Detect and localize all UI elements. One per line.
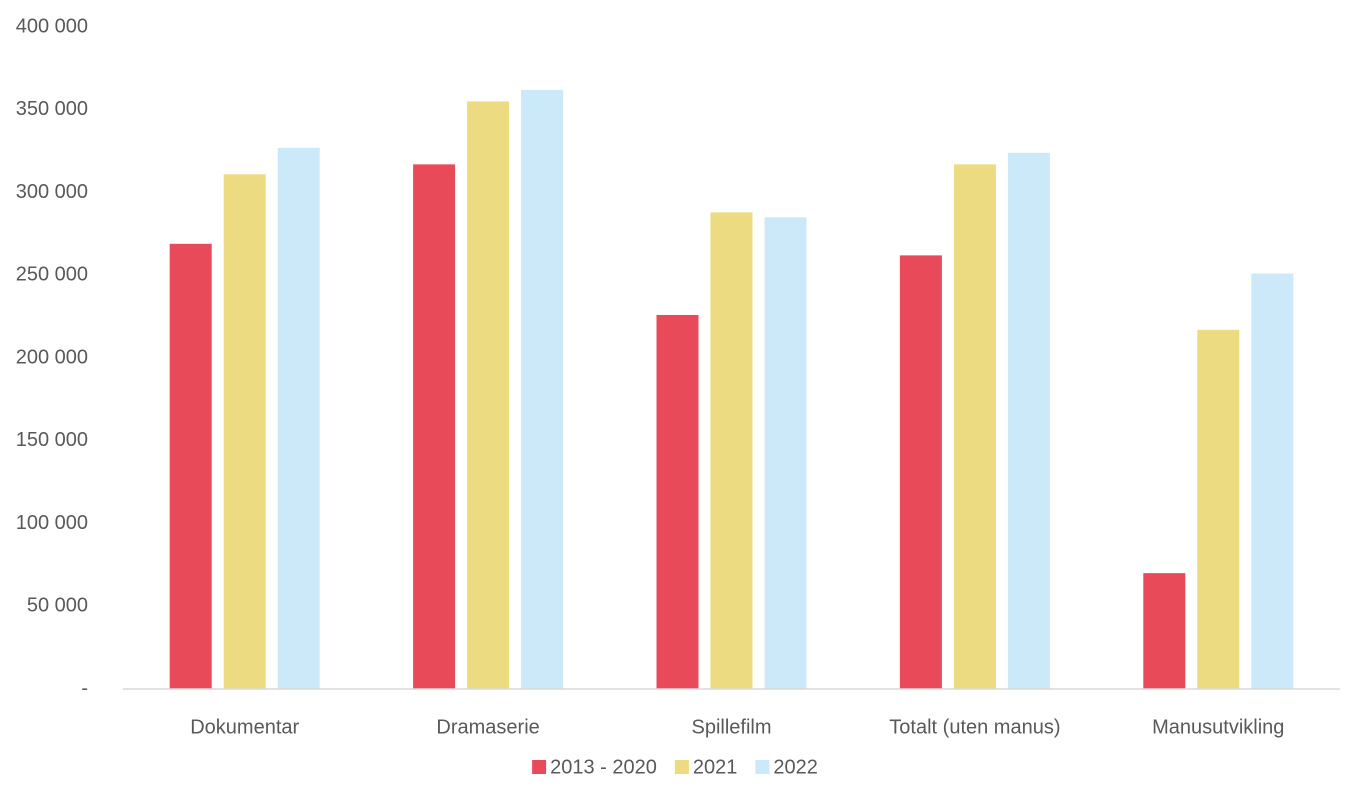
x-tick-label: Spillefilm [691, 716, 771, 738]
bar [223, 174, 266, 690]
y-tick-label: 100 000 [16, 512, 88, 534]
bar [169, 243, 212, 689]
x-tick-label: Manusutvikling [1152, 716, 1284, 738]
bar [710, 212, 753, 690]
x-tick-label: Totalt (uten manus) [889, 716, 1060, 738]
legend-swatch [674, 760, 689, 774]
y-tick-label: 350 000 [16, 98, 88, 120]
bar [1197, 329, 1240, 689]
legend-label: 2022 [773, 756, 818, 778]
y-tick-label: 200 000 [16, 346, 88, 368]
bar [1251, 273, 1294, 689]
bar [413, 164, 456, 690]
x-tick-label: Dramaserie [436, 716, 539, 738]
legend-label: 2021 [693, 756, 738, 778]
y-tick-label: - [81, 677, 88, 699]
legend-swatch [755, 760, 770, 774]
bar [277, 147, 320, 689]
y-tick-label: 300 000 [16, 181, 88, 203]
bar [656, 314, 699, 689]
y-tick-label: 250 000 [16, 264, 88, 286]
bar [899, 255, 942, 689]
x-tick-label: Dokumentar [190, 716, 299, 738]
y-tick-label: 400 000 [16, 15, 88, 37]
legend-swatch [532, 760, 547, 774]
bar [953, 164, 996, 690]
bar [1143, 573, 1186, 689]
bar [764, 217, 807, 689]
bar [521, 89, 564, 689]
y-tick-label: 50 000 [27, 595, 88, 617]
bar [467, 101, 510, 690]
legend-label: 2013 - 2020 [550, 756, 657, 778]
bar [1007, 152, 1050, 689]
y-tick-label: 150 000 [16, 429, 88, 451]
